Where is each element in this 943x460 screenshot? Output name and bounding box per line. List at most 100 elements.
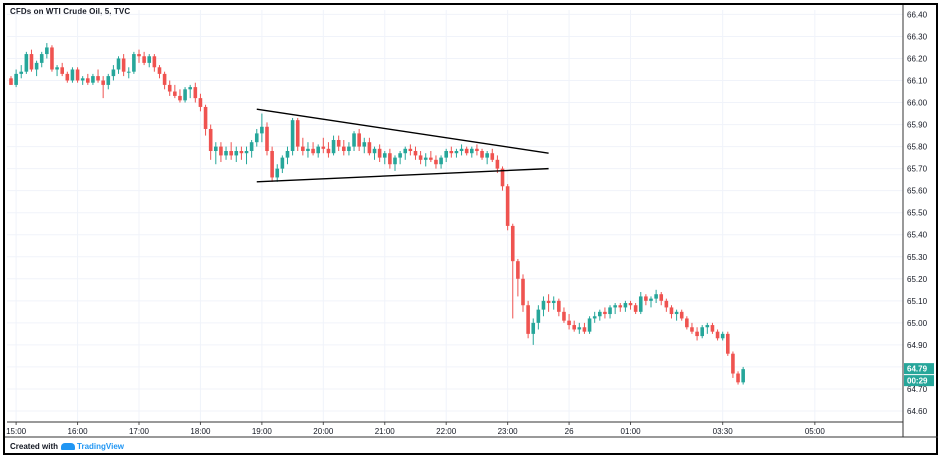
candle-body	[695, 331, 699, 337]
candle-body	[715, 331, 720, 339]
candle-body	[203, 106, 208, 129]
candle	[377, 144, 382, 163]
candle	[541, 296, 546, 317]
candle	[39, 51, 44, 68]
candle	[132, 51, 136, 74]
price-labels: 64.79 00:29	[904, 363, 934, 387]
candle	[45, 43, 49, 59]
candle	[24, 51, 29, 74]
candle-body	[608, 307, 612, 315]
candle	[96, 69, 100, 83]
candle-body	[633, 305, 638, 312]
candle-body	[685, 318, 689, 328]
candle-body	[510, 225, 515, 262]
candle	[382, 151, 387, 165]
candle	[598, 309, 602, 321]
last-price-badge	[904, 363, 934, 375]
candle-body	[162, 73, 167, 85]
candle	[316, 144, 320, 158]
candle-body	[434, 159, 438, 165]
y-tick-label: 65.50	[907, 209, 928, 218]
candle-body	[362, 142, 367, 147]
candle	[19, 65, 24, 79]
candle	[475, 144, 479, 156]
candle	[418, 151, 423, 165]
candle	[608, 305, 612, 319]
candle-body	[577, 327, 582, 330]
candle	[480, 148, 484, 160]
candle-body	[352, 133, 356, 147]
y-tick-label: 65.00	[907, 319, 928, 328]
candle	[577, 322, 582, 334]
tradingview-logo[interactable]: TradingView	[61, 442, 124, 451]
candle-body	[613, 305, 617, 308]
trendline-upper[interactable]	[256, 108, 549, 154]
x-tick-label: 19:00	[252, 427, 273, 436]
candle	[239, 146, 244, 160]
candle-body	[86, 78, 90, 83]
candle-body	[270, 151, 274, 178]
candle-body	[254, 133, 259, 143]
candle-body	[147, 56, 152, 63]
candle	[720, 331, 725, 341]
candle	[50, 45, 54, 72]
candle-body	[126, 71, 131, 73]
candle	[357, 128, 361, 152]
candle-body	[321, 146, 326, 149]
candle	[572, 320, 576, 332]
candle	[557, 298, 561, 317]
trendline-lower[interactable]	[256, 167, 549, 183]
candle	[710, 322, 715, 334]
candle-body	[285, 151, 290, 158]
last-price-label: 64.79	[907, 365, 928, 374]
candle	[121, 54, 126, 77]
candle-body	[157, 67, 162, 74]
candle	[731, 351, 735, 378]
candle	[352, 131, 356, 152]
candle	[336, 135, 341, 152]
candle-body	[111, 69, 116, 77]
candle-body	[623, 303, 628, 308]
candle	[490, 148, 495, 163]
candle-body	[219, 146, 223, 156]
candle-body	[454, 151, 459, 154]
candle-body	[408, 148, 413, 152]
candle	[173, 84, 177, 99]
candle-body	[244, 151, 249, 154]
candle	[505, 184, 510, 231]
candle-body	[705, 325, 710, 328]
chart-title: CFDs on WTI Crude Oil, 5, TVC	[10, 7, 131, 16]
candle-body	[557, 300, 561, 312]
candle-body	[710, 325, 715, 332]
candle	[526, 300, 530, 339]
y-tick-label: 65.10	[907, 297, 928, 306]
candle-body	[546, 300, 551, 304]
y-tick-label: 64.90	[907, 341, 928, 350]
candle	[142, 51, 146, 66]
candle-body	[45, 47, 49, 55]
candle	[70, 67, 75, 83]
candle	[654, 289, 658, 304]
candle-body	[572, 325, 576, 330]
candle	[75, 67, 80, 83]
candle-body	[65, 73, 70, 81]
candle	[690, 322, 694, 334]
candle-body	[152, 56, 157, 68]
candle	[562, 307, 566, 323]
candle	[270, 146, 274, 182]
candle	[649, 296, 653, 308]
candle	[726, 331, 730, 356]
candle-body	[475, 148, 479, 152]
candle-body	[562, 311, 566, 321]
candle-body	[654, 294, 658, 299]
candle-body	[439, 157, 443, 165]
x-tick-label: 15:00	[6, 427, 27, 436]
candle-body	[500, 168, 505, 187]
candle	[91, 73, 95, 85]
candle	[14, 69, 18, 88]
candle-body	[372, 148, 377, 154]
countdown-badge	[904, 375, 934, 387]
candle-body	[726, 333, 730, 354]
candle-body	[526, 305, 530, 334]
